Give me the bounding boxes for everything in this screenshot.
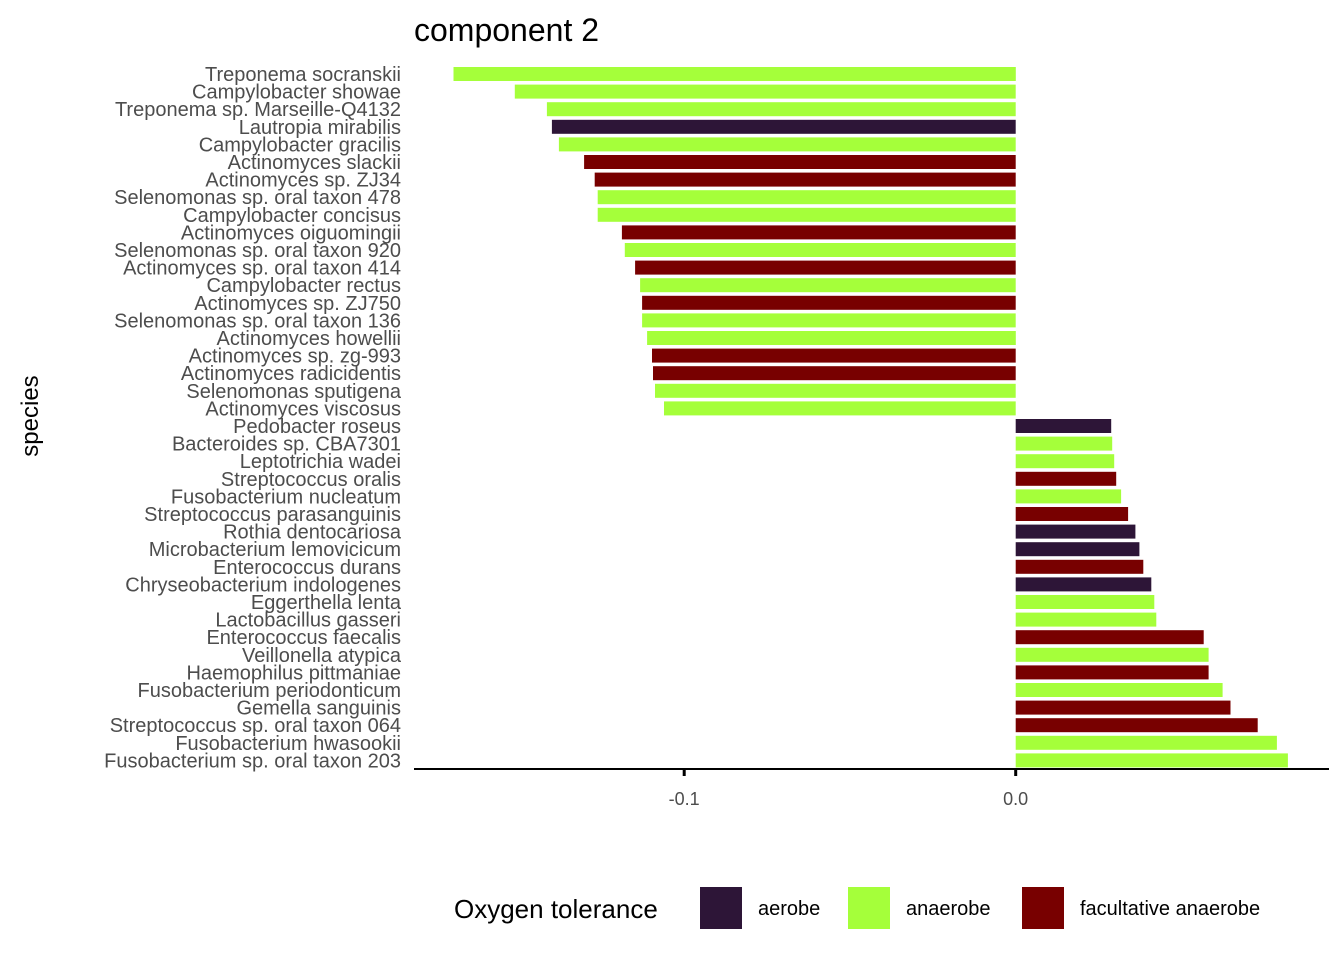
bar	[597, 207, 1016, 222]
bar	[1015, 559, 1144, 574]
bar	[584, 155, 1016, 169]
legend-title: Oxygen tolerance	[454, 894, 658, 924]
bar	[1015, 507, 1129, 521]
bar	[1015, 471, 1117, 486]
bar	[546, 102, 1016, 117]
species-label: Lautropia mirabilis	[239, 117, 401, 139]
species-label: Selenomonas sp. oral taxon 920	[114, 240, 401, 262]
bar	[664, 401, 1016, 416]
species-label: Enterococcus faecalis	[206, 627, 401, 649]
bar	[1015, 612, 1157, 627]
species-label: Selenomonas sp. oral taxon 136	[114, 310, 401, 332]
bar	[514, 84, 1016, 99]
bar	[1015, 700, 1231, 715]
species-label: Haemophilus pittmaniae	[186, 662, 401, 684]
bar	[1015, 489, 1122, 504]
species-label: Actinomyces viscosus	[205, 398, 401, 420]
legend-key	[1022, 887, 1064, 929]
species-label: Treponema socranskii	[205, 64, 401, 86]
bar	[653, 366, 1016, 381]
bar	[1015, 454, 1115, 469]
bar	[1015, 419, 1112, 433]
species-label: Streptococcus oralis	[221, 469, 401, 491]
bar	[624, 243, 1016, 257]
bar	[642, 313, 1016, 328]
species-label: Fusobacterium periodonticum	[138, 680, 401, 702]
species-label: Actinomyces oiguomingii	[181, 222, 401, 244]
x-axis-ticks: -0.1 0.0	[669, 769, 1028, 809]
legend-key	[700, 887, 742, 929]
bar	[1015, 683, 1223, 697]
legend-label: anaerobe	[906, 898, 991, 920]
species-label: Fusobacterium hwasookii	[175, 733, 401, 755]
species-label: Bacteroides sp. CBA7301	[172, 434, 401, 456]
species-label: Selenomonas sputigena	[186, 381, 401, 403]
species-label: Eggerthella lenta	[251, 592, 402, 614]
bar	[642, 295, 1016, 310]
species-label: Actinomyces sp. ZJ34	[205, 170, 401, 192]
species-label: Campylobacter rectus	[206, 275, 401, 297]
species-label: Enterococcus durans	[213, 557, 401, 579]
species-label: Actinomyces slackii	[228, 152, 401, 174]
legend: Oxygen tolerance aerobe anaerobe facultati…	[454, 887, 1260, 929]
bar	[1015, 436, 1113, 451]
bar	[1015, 577, 1152, 592]
chart-title: component 2	[414, 12, 599, 48]
bar	[621, 225, 1016, 240]
species-label: Actinomyces sp. oral taxon 414	[123, 258, 401, 280]
bar	[597, 190, 1016, 205]
species-label: Treponema sp. Marseille-Q4132	[115, 99, 401, 121]
x-tick-label: 0.0	[1003, 789, 1028, 809]
species-label: Campylobacter gracilis	[199, 134, 401, 156]
bar	[453, 67, 1016, 81]
bar	[1015, 665, 1209, 680]
species-label: Leptotrichia wadei	[240, 451, 401, 473]
species-label: Veillonella atypica	[242, 645, 402, 667]
bar	[551, 119, 1016, 134]
x-tick-label: -0.1	[669, 789, 700, 809]
species-label: Actinomyces sp. ZJ750	[194, 293, 401, 315]
bar	[1015, 735, 1277, 750]
bar	[1015, 647, 1209, 662]
y-axis-title: species	[17, 375, 44, 456]
bar	[635, 260, 1016, 275]
bar	[558, 137, 1016, 152]
species-label: Chryseobacterium indologenes	[125, 574, 401, 596]
legend-items: aerobe anaerobe facultative anaerobe	[700, 887, 1260, 929]
species-label: Lactobacillus gasseri	[215, 610, 401, 632]
species-label: Selenomonas sp. oral taxon 478	[114, 187, 401, 209]
bar	[1015, 718, 1258, 733]
bar	[647, 331, 1016, 345]
species-label: Actinomyces howellii	[216, 328, 401, 350]
legend-label: aerobe	[758, 898, 820, 920]
bar	[655, 383, 1016, 398]
species-label: Campylobacter showae	[192, 82, 401, 104]
species-label: Fusobacterium nucleatum	[171, 486, 401, 508]
legend-label: facultative anaerobe	[1080, 898, 1260, 920]
bar	[652, 348, 1016, 363]
species-label: Streptococcus parasanguinis	[144, 504, 401, 526]
bars-layer	[453, 67, 1288, 768]
bar	[640, 278, 1016, 293]
species-label: Microbacterium lemovicicum	[149, 539, 401, 561]
species-label: Fusobacterium sp. oral taxon 203	[104, 750, 401, 772]
species-label: Actinomyces radicidentis	[181, 363, 401, 385]
bar	[1015, 630, 1204, 645]
bar	[594, 172, 1016, 187]
legend-key	[848, 887, 890, 929]
species-label: Rothia dentocariosa	[223, 522, 402, 544]
bar	[1015, 753, 1288, 768]
bar	[1015, 595, 1155, 609]
species-label: Pedobacter roseus	[233, 416, 401, 438]
species-label: Campylobacter concisus	[183, 205, 401, 227]
bar	[1015, 524, 1136, 539]
species-label: Gemella sanguinis	[236, 698, 401, 720]
species-label: Streptococcus sp. oral taxon 064	[110, 715, 401, 737]
bar	[1015, 542, 1140, 557]
species-label: Actinomyces sp. zg-993	[189, 346, 401, 368]
